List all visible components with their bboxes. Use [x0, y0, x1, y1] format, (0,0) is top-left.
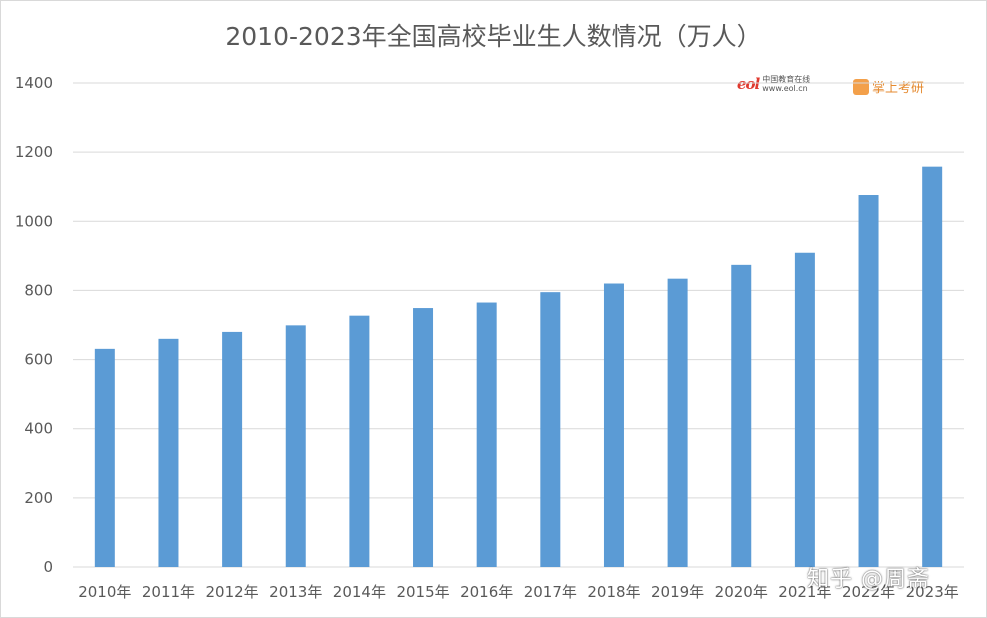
- x-tick-label: 2022年: [842, 583, 895, 601]
- x-tick-label: 2016年: [460, 583, 513, 601]
- eol-logo-subtext: www.eol.cn: [762, 84, 808, 93]
- x-tick-label: 2015年: [396, 583, 449, 601]
- y-tick-label: 400: [24, 420, 53, 438]
- x-tick-label: 2021年: [778, 583, 831, 601]
- bar: [476, 302, 497, 567]
- x-tick-label: 2014年: [333, 583, 386, 601]
- x-tick-label: 2017年: [524, 583, 577, 601]
- xs-logo-text: 掌上考研: [872, 81, 925, 96]
- eol-logo: eol 中国教育在线 www.eol.cn: [737, 75, 810, 93]
- bar: [158, 338, 179, 567]
- x-tick-label: 2018年: [587, 583, 640, 601]
- bar: [540, 292, 561, 567]
- x-tick-label: 2012年: [206, 583, 259, 601]
- bar: [731, 264, 752, 567]
- bar: [794, 252, 815, 567]
- y-tick-label: 1400: [15, 74, 53, 92]
- x-tick-label: 2023年: [906, 583, 959, 601]
- eol-logo-mark: eol: [737, 75, 760, 93]
- y-tick-label: 1200: [15, 143, 53, 161]
- y-tick-label: 600: [24, 351, 53, 369]
- x-tick-label: 2013年: [269, 583, 322, 601]
- y-tick-label: 1000: [15, 212, 53, 230]
- zhihu-watermark: 知乎 @周斋: [807, 567, 930, 592]
- bar: [667, 278, 688, 567]
- x-tick-label: 2011年: [142, 583, 195, 601]
- x-tick-label: 2019年: [651, 583, 704, 601]
- y-tick-label: 200: [24, 489, 53, 507]
- bar: [222, 331, 243, 567]
- bar: [349, 315, 370, 567]
- bar: [94, 348, 115, 567]
- y-tick-label: 0: [43, 558, 53, 576]
- x-tick-label: 2020年: [715, 583, 768, 601]
- eol-logo-text: 中国教育在线: [762, 75, 811, 84]
- chart-title: 2010-2023年全国高校毕业生人数情况（万人）: [225, 22, 762, 51]
- bar: [603, 283, 624, 567]
- x-tick-label: 2010年: [78, 583, 131, 601]
- bar: [413, 308, 434, 567]
- y-tick-label: 800: [24, 281, 53, 299]
- bar: [922, 166, 943, 568]
- bar: [285, 325, 306, 567]
- bar: [858, 195, 879, 568]
